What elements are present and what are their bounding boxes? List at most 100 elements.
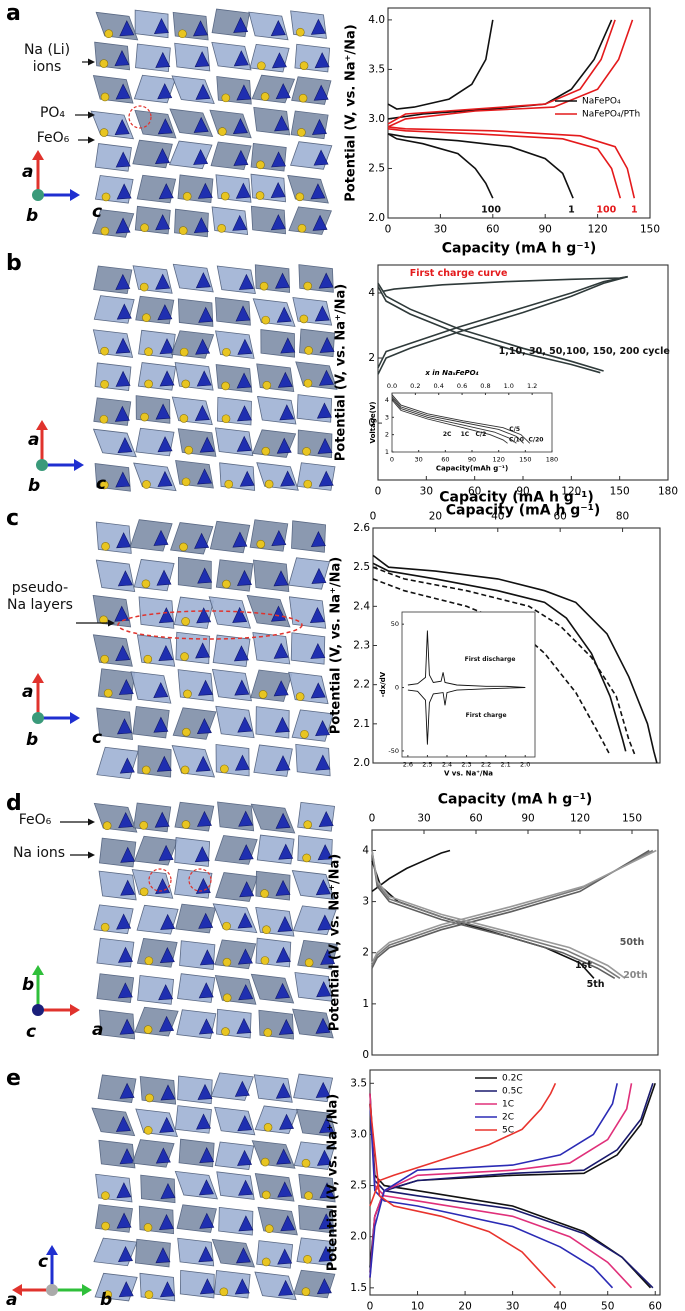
annotation: 2C	[443, 431, 452, 438]
crystal-tetrahedron	[160, 1084, 176, 1101]
y-tick-label: 2.0	[350, 1231, 367, 1243]
crystal-octahedron	[97, 1074, 137, 1103]
x-axis-label: Capacity (mA h g⁻¹)	[446, 503, 600, 519]
crystal-tetrahedron	[280, 337, 296, 354]
x2-tick-label: 0.8	[480, 382, 490, 390]
crystal-tetrahedron	[236, 569, 252, 586]
crystal-octahedron	[91, 1107, 136, 1137]
crystal-tetrahedron	[275, 755, 291, 772]
crystal-tetrahedron	[115, 217, 131, 234]
crystal-octahedron	[296, 462, 336, 491]
axis-name: a	[22, 682, 33, 702]
crystal-tetrahedron	[276, 437, 292, 454]
crystal-tetrahedron	[315, 720, 331, 737]
crystal-tetrahedron	[319, 336, 335, 353]
crystal-tetrahedron	[271, 52, 287, 69]
crystal-octahedron	[215, 872, 259, 902]
crystal-na-ion	[179, 414, 189, 423]
crystal-octahedron	[177, 973, 216, 1003]
crystal-na-ion	[301, 1287, 311, 1296]
x-tick-label: 60	[441, 456, 449, 464]
crystal-tetrahedron	[159, 338, 175, 355]
crystal-tetrahedron	[310, 642, 326, 659]
crystal-tetrahedron	[319, 1182, 335, 1199]
crystal-tetrahedron	[270, 214, 286, 231]
x-tick-label: 2.0	[520, 761, 530, 769]
crystal-octahedron	[288, 557, 330, 590]
crystal-octahedron	[256, 462, 299, 491]
panel-label: d	[6, 791, 22, 816]
crystal-octahedron	[250, 803, 296, 834]
arrowhead	[88, 818, 95, 826]
crystal-tetrahedron	[120, 846, 136, 863]
crystal-tetrahedron	[197, 182, 213, 199]
y-axis-label: Potential (V, vs. Na⁺/Na)	[329, 557, 344, 735]
crystal-octahedron	[133, 74, 176, 104]
crystal-octahedron	[168, 140, 213, 170]
crystal-na-ion	[222, 993, 232, 1003]
y-tick-label: 2	[385, 431, 389, 439]
y-tick-label: 2	[368, 352, 375, 364]
crystal-tetrahedron	[115, 337, 131, 354]
crystal-na-ion	[222, 957, 232, 967]
crystal-octahedron	[137, 362, 177, 391]
x-tick-label: 60	[468, 486, 481, 498]
crystal-na-ion	[102, 821, 112, 831]
structure-label: Na ions	[12, 845, 66, 861]
crystal-octahedron	[211, 668, 252, 702]
y-tick-label: 3.5	[350, 1077, 367, 1089]
crystal-octahedron	[173, 596, 214, 629]
crystal-octahedron	[252, 298, 296, 327]
crystal-tetrahedron	[195, 338, 211, 355]
crystal-na-ion	[99, 128, 109, 137]
axis-arrowhead	[70, 189, 80, 201]
crystal-tetrahedron	[234, 754, 250, 771]
axis-name: b	[22, 975, 34, 995]
crystal-tetrahedron	[116, 303, 132, 320]
x-tick-label: 30	[506, 1301, 519, 1311]
crystal-na-ion	[181, 617, 190, 626]
x-tick-label: 120	[570, 813, 590, 825]
crystal-tetrahedron	[159, 370, 175, 387]
curve	[369, 1083, 633, 1278]
curve	[369, 1103, 614, 1289]
x-tick-label: 90	[516, 486, 529, 498]
crystal-na-ion	[142, 480, 151, 489]
panel-label: e	[6, 1066, 21, 1091]
crystal-na-ion	[100, 654, 109, 664]
annotation: C/20	[529, 436, 544, 443]
y-axis-label: Potential (V, vs. Na⁺/Na)	[344, 24, 359, 202]
y-tick-label: 2.5	[368, 162, 385, 174]
axis-name: b	[26, 206, 38, 226]
annotation: 1st	[575, 960, 592, 971]
crystal-na-ion	[257, 61, 266, 71]
crystal-tetrahedron	[235, 1247, 251, 1264]
crystal-tetrahedron	[232, 606, 248, 623]
y-tick-label: 4	[362, 844, 369, 856]
crystal-na-ion	[304, 1191, 313, 1201]
crystal-na-ion	[143, 1223, 153, 1232]
axis-arrowhead	[36, 420, 48, 430]
crystal-tetrahedron	[196, 607, 212, 624]
legend-label: 5C	[502, 1126, 514, 1136]
axis-arrowhead	[70, 1004, 80, 1016]
annotation: 100	[481, 205, 501, 216]
crystal-octahedron	[172, 707, 217, 740]
y-tick-label: 3	[385, 413, 389, 421]
crystal-octahedron	[136, 904, 179, 935]
x-tick-label: 120	[492, 456, 504, 464]
plot-area	[369, 1069, 661, 1296]
crystal-tetrahedron	[198, 1246, 214, 1263]
crystal-octahedron	[214, 1141, 255, 1171]
curve	[371, 849, 657, 964]
crystal-na-ion	[103, 1290, 113, 1299]
crystal-tetrahedron	[233, 645, 249, 662]
axis-name: b	[100, 1290, 112, 1310]
crystal-tetrahedron	[157, 83, 173, 100]
crystal-tetrahedron	[237, 912, 253, 929]
crystal-tetrahedron	[233, 16, 249, 33]
crystal-octahedron	[175, 460, 214, 489]
crystal-tetrahedron	[197, 567, 213, 584]
x-tick-label: 0	[369, 813, 376, 825]
axis-arrowhead	[82, 1284, 92, 1296]
